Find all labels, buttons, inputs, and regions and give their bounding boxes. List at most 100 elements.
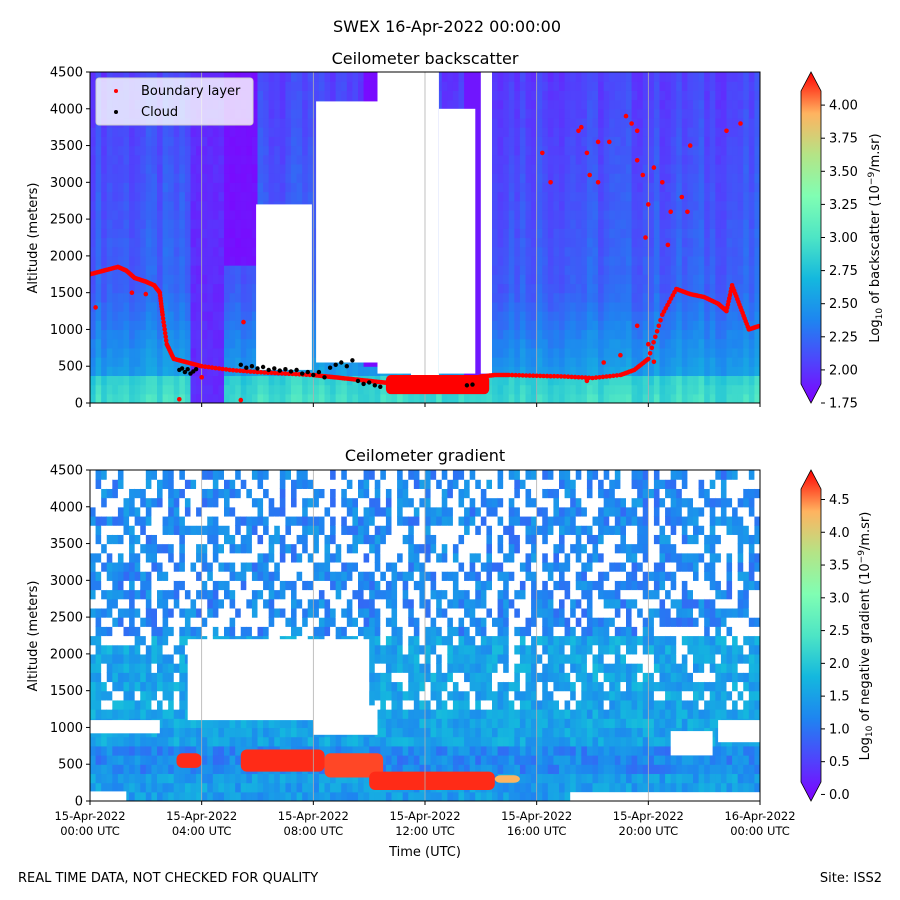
field-cell (173, 154, 180, 165)
field-cell (129, 163, 136, 174)
boundary-layer-point (230, 367, 236, 373)
field-cell (95, 543, 102, 554)
boundary-layer-point (199, 375, 204, 380)
field-cell (743, 283, 750, 294)
boundary-layer-point (255, 369, 260, 375)
field-cell (352, 393, 359, 403)
field-cell (229, 283, 236, 294)
field-cell (123, 329, 130, 340)
field-cell (614, 329, 622, 340)
field-cell (704, 393, 711, 403)
field-cell (743, 265, 750, 275)
field-cell (251, 173, 259, 183)
field-cell (603, 81, 610, 91)
field-cell (525, 292, 532, 303)
field-cell (140, 209, 147, 220)
field-cell (743, 90, 750, 101)
field-cell (157, 357, 164, 367)
field-cell (123, 136, 130, 147)
field-cell (101, 525, 108, 535)
field-cell (112, 274, 119, 285)
field-cell (531, 320, 538, 331)
field-cell (90, 173, 97, 183)
boundary-layer-point (283, 371, 288, 376)
field-cell (134, 265, 141, 275)
cloud-point (300, 371, 305, 376)
field-cell (559, 393, 566, 403)
field-cell (112, 191, 119, 202)
field-cell (514, 292, 521, 303)
field-cell (235, 292, 242, 303)
field-cell (603, 191, 610, 202)
field-cell (519, 228, 527, 239)
field-cell (693, 99, 700, 110)
field-cell (715, 209, 722, 220)
field-cell (123, 200, 130, 211)
field-cell (614, 154, 622, 165)
field-cell (101, 663, 108, 673)
field-cell (553, 283, 560, 294)
field-cell (653, 209, 661, 220)
cloud-point (470, 382, 475, 387)
field-cell (620, 384, 627, 395)
field-cell (168, 366, 175, 377)
field-cell (514, 99, 521, 110)
field-cell (90, 607, 97, 618)
field-cell (95, 589, 102, 600)
field-cell (732, 228, 739, 239)
field-cell (631, 219, 638, 229)
field-cell (330, 72, 337, 82)
colorbar-tick-label: 2.50 (829, 297, 858, 312)
field-cell (637, 209, 644, 220)
field-cell (251, 163, 259, 174)
field-cell (184, 72, 192, 82)
field-cell (492, 163, 499, 174)
field-cell (313, 81, 320, 91)
field-cell (106, 182, 113, 193)
field-cell (492, 108, 499, 119)
field-cell (218, 311, 225, 321)
field-cell (609, 384, 616, 395)
field-cell (614, 99, 622, 110)
field-cell (503, 200, 510, 211)
field-cell (743, 81, 750, 91)
field-cell (648, 228, 655, 239)
field-cell (106, 127, 113, 137)
field-cell (547, 384, 555, 395)
field-cell (257, 72, 264, 82)
field-cell (257, 127, 264, 137)
field-cell (140, 283, 147, 294)
field-cell (224, 283, 231, 294)
field-cell (201, 173, 208, 183)
field-cell (670, 200, 677, 211)
field-cell (246, 292, 253, 303)
field-cell (681, 117, 689, 128)
field-cell (715, 182, 722, 193)
field-cell (592, 154, 599, 165)
field-cell (268, 173, 275, 183)
field-cell (324, 81, 331, 91)
field-cell (464, 99, 471, 110)
y-tick-label: 4000 (50, 102, 83, 117)
field-cell (218, 246, 225, 257)
field-cell (709, 127, 716, 137)
field-cell (106, 497, 113, 508)
field-cell (609, 320, 616, 331)
field-cell (123, 228, 130, 239)
field-cell (497, 81, 504, 91)
colorbar-tick-label: 2.00 (829, 363, 858, 378)
field-cell (514, 301, 521, 312)
field-cell (642, 255, 649, 266)
field-cell (726, 357, 733, 367)
field-cell (603, 375, 610, 386)
field-cell (665, 320, 672, 331)
field-cell (748, 357, 756, 367)
field-cell (525, 90, 532, 101)
field-cell (531, 173, 538, 183)
field-cell (330, 366, 337, 377)
field-cell (475, 347, 482, 358)
field-cell (508, 154, 515, 165)
field-cell (598, 99, 605, 110)
field-cell (748, 292, 756, 303)
field-cell (436, 72, 443, 82)
